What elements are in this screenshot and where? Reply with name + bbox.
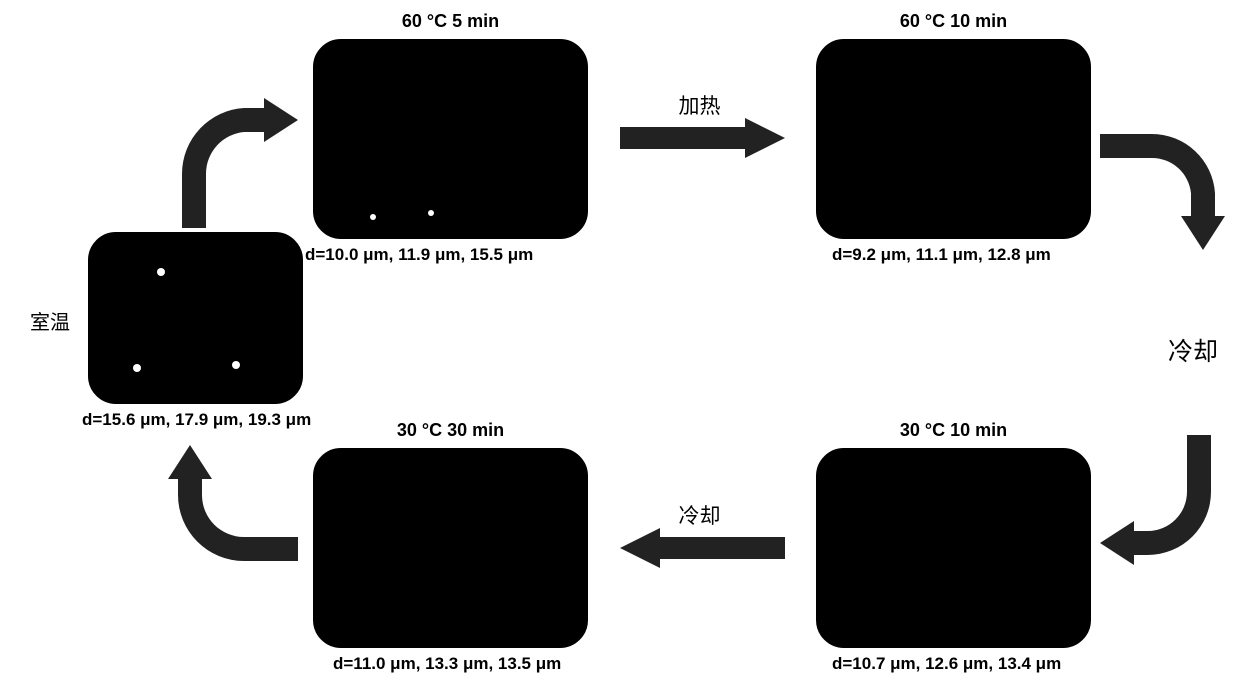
cool-label: 冷却	[679, 500, 721, 530]
sample-dot	[370, 214, 376, 220]
panel-30c-30min	[313, 448, 588, 648]
diameter-label-60c-5min: d=10.0 μm, 11.9 μm, 15.5 μm	[305, 245, 533, 265]
title-60c-10min: 60 °C 10 min	[864, 11, 1044, 32]
panel-60c-10min	[816, 39, 1091, 239]
panel-30c-10min	[816, 448, 1091, 648]
sample-dot	[133, 364, 141, 372]
diameter-label-room-temp: d=15.6 μm, 17.9 μm, 19.3 μm	[82, 410, 311, 430]
curved-arrow-icon	[1100, 435, 1215, 555]
sample-dot	[157, 268, 165, 276]
diameter-label-30c-10min: d=10.7 μm, 12.6 μm, 13.4 μm	[832, 654, 1061, 674]
sample-dot	[232, 361, 240, 369]
curved-arrow-icon	[178, 445, 298, 565]
arrow-heat-icon	[620, 118, 785, 158]
panel-room-temp	[88, 232, 303, 404]
title-60c-5min: 60 °C 5 min	[361, 11, 541, 32]
diameter-label-60c-10min: d=9.2 μm, 11.1 μm, 12.8 μm	[832, 245, 1051, 265]
panel-60c-5min	[313, 39, 588, 239]
arrow-cool-icon	[620, 528, 785, 568]
title-30c-10min: 30 °C 10 min	[864, 420, 1044, 441]
cool-label-side: 冷却	[1168, 332, 1218, 368]
title-30c-30min: 30 °C 30 min	[361, 420, 541, 441]
diameter-label-30c-30min: d=11.0 μm, 13.3 μm, 13.5 μm	[333, 654, 561, 674]
curved-arrow-icon	[1100, 130, 1215, 250]
curved-arrow-icon	[178, 108, 298, 228]
room-temp-label: 室温	[30, 306, 70, 335]
heat-label: 加热	[679, 90, 721, 120]
sample-dot	[428, 210, 434, 216]
